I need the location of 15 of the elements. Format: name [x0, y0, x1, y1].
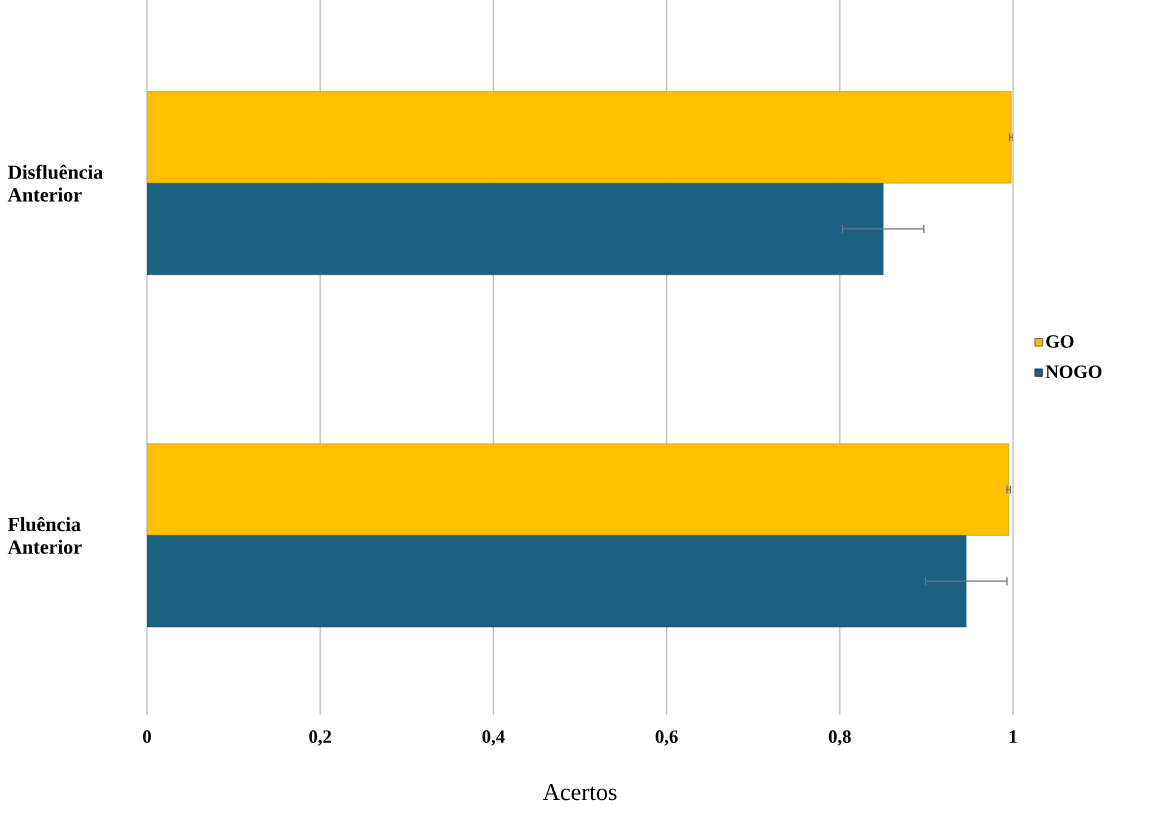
y-tick-label: Disfluência Anterior: [7, 164, 103, 202]
bar: [147, 443, 1009, 536]
legend-label: GO: [1046, 335, 1074, 348]
x-tick-label: 0,2: [309, 730, 332, 746]
legend-label: NOGO: [1045, 365, 1102, 379]
x-tick-label: 0,6: [655, 730, 678, 746]
y-tick-label: Fluência Anterior: [7, 516, 82, 554]
bar: [147, 182, 884, 275]
x-tick-label: 0,4: [482, 730, 505, 746]
x-tick-label: 1: [1009, 730, 1017, 743]
bar: [147, 91, 1012, 184]
x-axis-title: Acertos: [542, 784, 617, 801]
x-tick-label: 0: [143, 730, 151, 743]
x-tick-label: 0,8: [828, 730, 851, 746]
bar: [147, 535, 967, 628]
